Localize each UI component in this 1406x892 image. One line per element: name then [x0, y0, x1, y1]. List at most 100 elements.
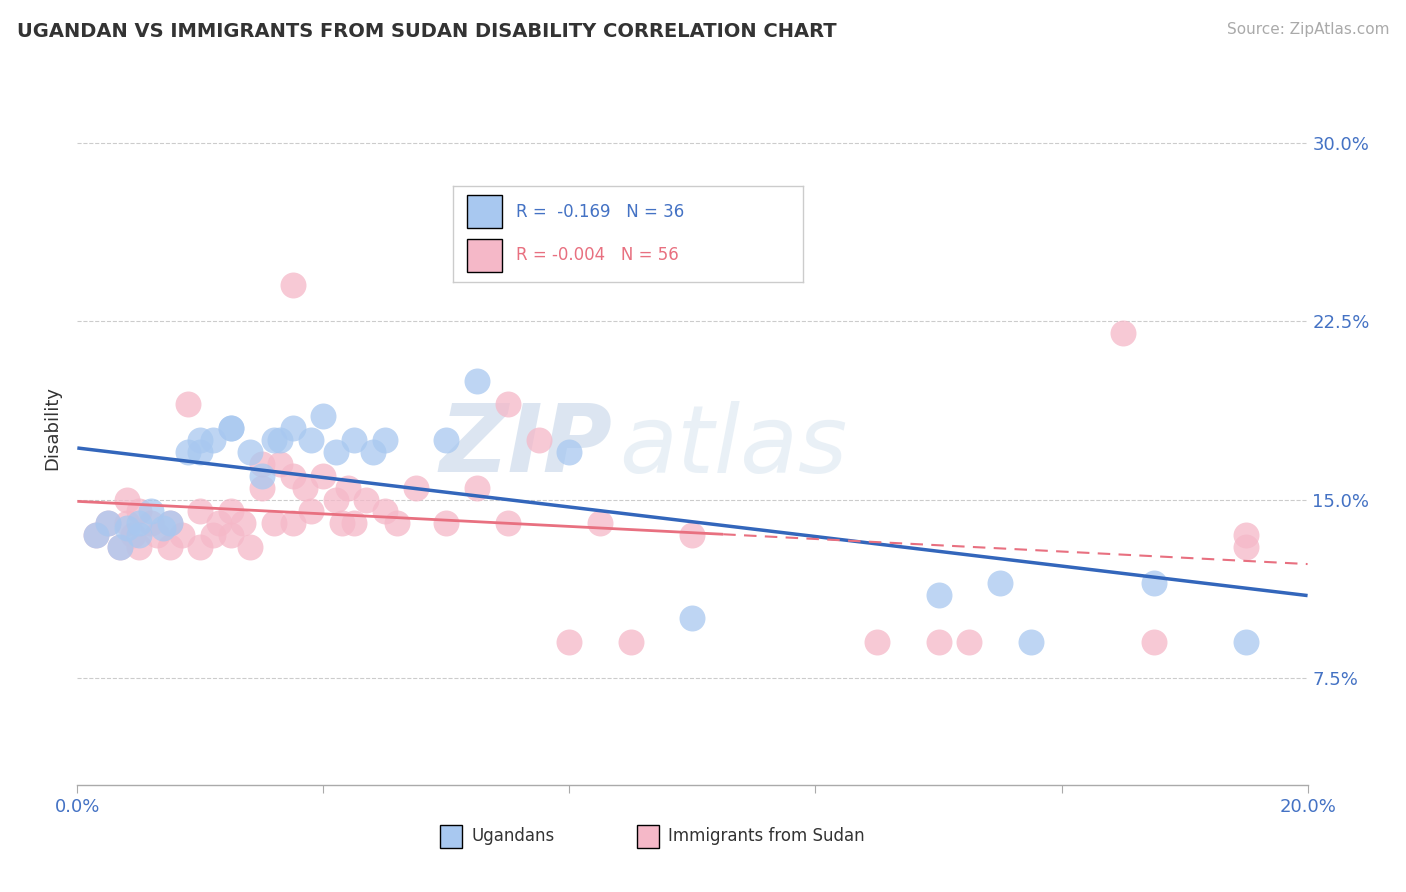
Point: [219, 528, 242, 542]
Point: [1143, 575, 1166, 590]
Point: [356, 492, 378, 507]
Point: [250, 481, 273, 495]
Text: Source: ZipAtlas.com: Source: ZipAtlas.com: [1226, 22, 1389, 37]
Point: [115, 492, 138, 507]
FancyBboxPatch shape: [637, 825, 659, 847]
Point: [188, 504, 212, 518]
Point: [159, 516, 181, 531]
Point: [1234, 528, 1257, 542]
Point: [128, 528, 150, 542]
Point: [239, 445, 262, 459]
Point: [84, 528, 107, 542]
Point: [159, 516, 181, 531]
Point: [957, 635, 980, 649]
Point: [146, 528, 169, 542]
Point: [128, 516, 150, 531]
Point: [188, 445, 212, 459]
Point: [527, 433, 550, 447]
Point: [325, 492, 347, 507]
Point: [558, 635, 581, 649]
Point: [337, 481, 360, 495]
Point: [361, 445, 384, 459]
Point: [115, 521, 138, 535]
Point: [208, 516, 231, 531]
Point: [465, 481, 488, 495]
Point: [682, 611, 704, 625]
Point: [374, 433, 396, 447]
Text: Ugandans: Ugandans: [471, 828, 554, 846]
Point: [219, 421, 242, 435]
Point: [374, 504, 396, 518]
Point: [115, 516, 138, 531]
Point: [219, 421, 242, 435]
Point: [558, 445, 581, 459]
Point: [201, 528, 224, 542]
Point: [219, 504, 242, 518]
Point: [84, 528, 107, 542]
Text: UGANDAN VS IMMIGRANTS FROM SUDAN DISABILITY CORRELATION CHART: UGANDAN VS IMMIGRANTS FROM SUDAN DISABIL…: [17, 22, 837, 41]
Point: [682, 528, 704, 542]
Point: [385, 516, 409, 531]
Point: [232, 516, 254, 531]
Point: [159, 540, 181, 554]
Point: [343, 516, 366, 531]
Point: [239, 540, 262, 554]
Point: [589, 516, 612, 531]
Text: ZIP: ZIP: [440, 400, 613, 492]
Point: [121, 528, 143, 542]
Point: [141, 504, 163, 518]
Point: [152, 521, 174, 535]
Point: [281, 421, 304, 435]
Text: atlas: atlas: [619, 401, 846, 491]
Point: [928, 588, 950, 602]
Point: [1112, 326, 1135, 340]
Point: [250, 457, 273, 471]
Point: [110, 540, 132, 554]
Point: [281, 516, 304, 531]
Point: [866, 635, 889, 649]
Point: [177, 445, 200, 459]
Point: [330, 516, 353, 531]
Point: [436, 433, 458, 447]
Point: [269, 433, 291, 447]
Point: [465, 374, 488, 388]
Point: [269, 457, 291, 471]
Point: [299, 504, 322, 518]
Y-axis label: Disability: Disability: [44, 386, 62, 470]
Point: [294, 481, 316, 495]
Point: [485, 254, 508, 268]
Point: [281, 278, 304, 293]
Point: [1234, 635, 1257, 649]
Point: [496, 516, 519, 531]
Point: [928, 635, 950, 649]
Point: [263, 433, 285, 447]
Point: [1143, 635, 1166, 649]
FancyBboxPatch shape: [440, 825, 463, 847]
Point: [188, 433, 212, 447]
Point: [110, 540, 132, 554]
Point: [250, 468, 273, 483]
Point: [312, 409, 335, 424]
Point: [128, 504, 150, 518]
Point: [1234, 540, 1257, 554]
Point: [201, 433, 224, 447]
Point: [1019, 635, 1042, 649]
Point: [177, 397, 200, 411]
Point: [97, 516, 120, 531]
Point: [436, 516, 458, 531]
Point: [170, 528, 193, 542]
Point: [343, 433, 366, 447]
Point: [263, 516, 285, 531]
Point: [312, 468, 335, 483]
Point: [405, 481, 427, 495]
Point: [299, 433, 322, 447]
Text: Immigrants from Sudan: Immigrants from Sudan: [668, 828, 865, 846]
Point: [141, 516, 163, 531]
Point: [620, 635, 643, 649]
Point: [496, 397, 519, 411]
Point: [325, 445, 347, 459]
Point: [97, 516, 120, 531]
Point: [281, 468, 304, 483]
Point: [988, 575, 1011, 590]
Point: [188, 540, 212, 554]
